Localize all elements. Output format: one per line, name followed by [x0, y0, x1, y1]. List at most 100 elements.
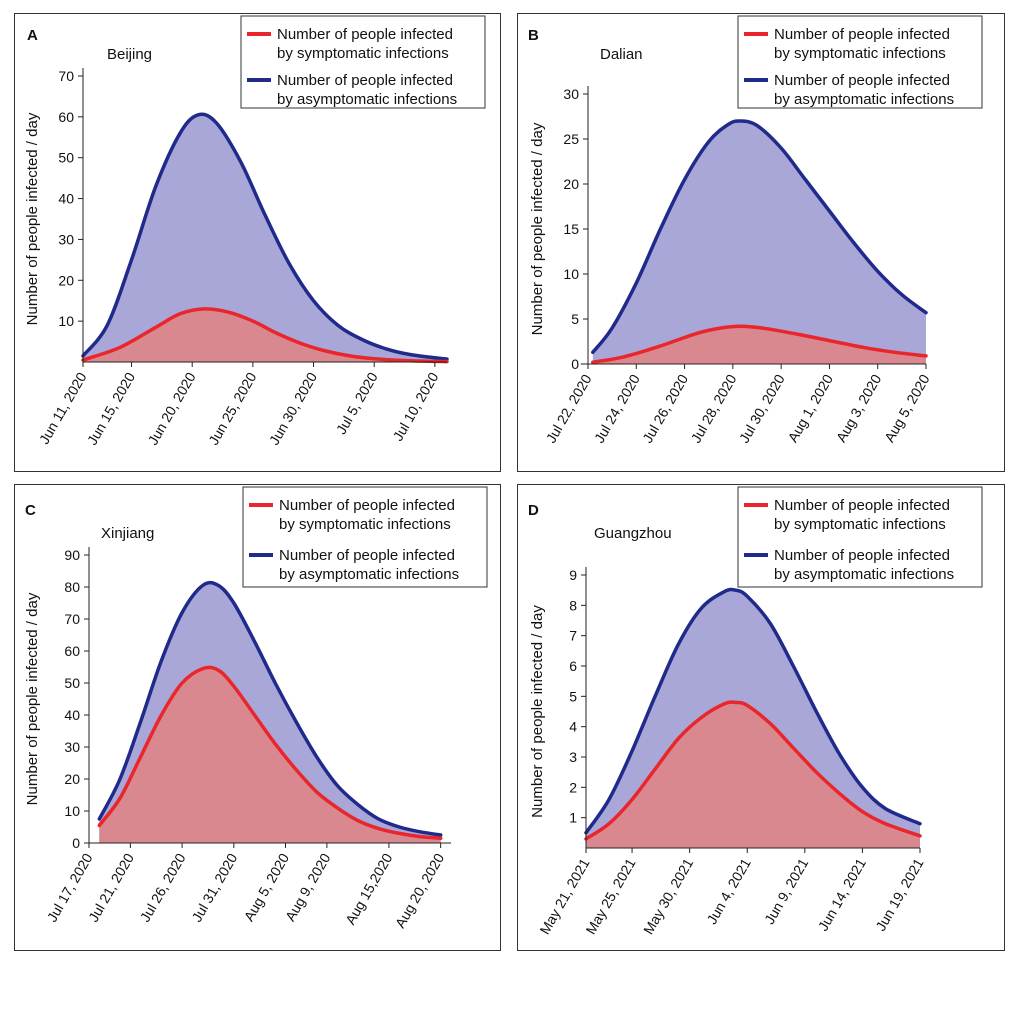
chart-title: Guangzhou — [594, 525, 672, 542]
x-tick-label: Jun 15, 2020 — [84, 369, 138, 447]
y-tick-label: 70 — [64, 611, 80, 627]
x-tick-label: Jul 10, 2020 — [389, 369, 441, 443]
y-tick-label: 5 — [569, 688, 577, 704]
y-tick-label: 40 — [64, 707, 80, 723]
y-tick-label: 20 — [563, 176, 579, 192]
panel-a: A Beijing 10 20 30 40 50 60 70 Jun 11, 2020 Jun 15… — [14, 13, 501, 472]
y-tick-label: 8 — [569, 597, 577, 613]
symptomatic-area — [586, 702, 920, 848]
x-tick-label: Jun 4, 2021 — [703, 855, 754, 927]
legend-label: Number of people infected by asymptomatic… — [774, 547, 954, 583]
x-tick-label: Jun 11, 2020 — [36, 369, 90, 446]
chart-title: Beijing — [107, 46, 152, 63]
chart-title: Dalian — [600, 46, 643, 63]
y-tick-label: 10 — [563, 266, 579, 282]
y-tick-label: 0 — [571, 356, 579, 372]
y-axis-label: Number of people infected / day — [24, 592, 41, 805]
legend-label: Number of people infected by symptomatic … — [277, 26, 453, 62]
y-tick-label: 30 — [58, 231, 74, 247]
symptomatic-area — [83, 308, 447, 362]
y-axis-label: Number of people infected / day — [529, 605, 546, 818]
x-tick-label: Aug 1, 2020 — [784, 371, 836, 445]
asymptomatic-line — [584, 587, 922, 835]
x-tick-label: Jul 26, 2020 — [639, 371, 691, 445]
panel-b: B Dalian 0 5 10 15 20 25 30 Jul 22, 2020 Jul 24, 2… — [517, 13, 1005, 472]
panel-label: C — [25, 502, 36, 519]
panel-label: D — [528, 502, 539, 519]
y-tick-label: 3 — [569, 749, 577, 765]
legend-label: Number of people infected by symptomatic … — [774, 26, 950, 62]
legend-label: Number of people infected by asymptomatic… — [277, 72, 457, 108]
x-tick-label: Jun 25, 2020 — [205, 369, 259, 447]
y-tick-label: 10 — [64, 803, 80, 819]
x-tick-label: Jul 5, 2020 — [333, 369, 381, 437]
panel-label: B — [528, 27, 539, 44]
y-tick-label: 2 — [569, 779, 577, 795]
x-tick-label: Jul 26, 2020 — [137, 850, 189, 924]
symptomatic-area — [99, 667, 441, 843]
legend-label: Number of people infected by symptomatic … — [774, 497, 950, 533]
y-tick-label: 0 — [72, 835, 80, 851]
x-tick-label: Jul 31, 2020 — [188, 850, 240, 924]
x-tick-label: May 25, 2021 — [582, 855, 638, 937]
asymptomatic-line — [81, 112, 449, 361]
y-tick-label: 90 — [64, 547, 80, 563]
symptomatic-line — [591, 324, 928, 364]
legend-label: Number of people infected by asymptomatic… — [279, 547, 459, 583]
x-tick-label: Jul 22, 2020 — [543, 371, 595, 445]
legend-box — [737, 15, 983, 109]
symptomatic-line — [584, 700, 922, 841]
y-tick-label: 50 — [58, 150, 74, 166]
y-tick-label: 60 — [58, 109, 74, 125]
legend: Number of people infected by symptomatic … — [242, 486, 488, 588]
legend: Number of people infected by symptomatic … — [737, 486, 983, 588]
y-tick-label: 80 — [64, 579, 80, 595]
symptomatic-line — [97, 665, 443, 840]
legend-label: Number of people infected by symptomatic … — [279, 497, 455, 533]
y-tick-label: 50 — [64, 675, 80, 691]
x-tick-label: Jun 9, 2021 — [761, 855, 812, 927]
y-tick-label: 25 — [563, 131, 579, 147]
legend-box — [240, 15, 486, 109]
x-tick-label: Aug 3, 2020 — [833, 371, 885, 445]
asymptomatic-area — [592, 120, 926, 365]
x-tick-label: Aug 15,2020 — [342, 850, 396, 927]
y-tick-label: 30 — [64, 739, 80, 755]
y-tick-label: 20 — [64, 771, 80, 787]
symptomatic-area — [592, 326, 926, 364]
y-tick-label: 6 — [569, 658, 577, 674]
y-tick-label: 15 — [563, 221, 579, 237]
x-tick-label: Jun 19, 2021 — [872, 855, 926, 933]
panel-d: D Guangzhou 1 2 3 4 5 6 7 8 9 May 21, 2021 May 25, 2… — [517, 484, 1005, 951]
y-tick-label: 40 — [58, 191, 74, 207]
y-tick-label: 5 — [571, 311, 579, 327]
chart-title: Xinjiang — [101, 525, 154, 542]
y-tick-label: 60 — [64, 643, 80, 659]
y-tick-label: 10 — [58, 313, 74, 329]
legend: Number of people infected by symptomatic … — [737, 15, 983, 109]
symptomatic-line — [81, 307, 449, 364]
y-tick-label: 7 — [569, 628, 577, 644]
x-tick-label: Aug 5, 2020 — [881, 371, 933, 445]
x-tick-label: Jul 30, 2020 — [736, 371, 788, 445]
y-tick-label: 9 — [569, 567, 577, 583]
x-tick-label: Aug 20, 2020 — [392, 850, 448, 930]
legend-box — [242, 486, 488, 588]
legend-box — [737, 486, 983, 588]
y-axis-label: Number of people infected / day — [24, 112, 41, 325]
panel-c: C Xinjiang 0 10 20 30 40 50 60 70 80 90 Jul 17, 2020… — [14, 484, 501, 951]
x-tick-label: Jun 20, 2020 — [144, 369, 198, 447]
y-tick-label: 30 — [563, 86, 579, 102]
y-tick-label: 4 — [569, 719, 577, 735]
x-tick-label: Jun 30, 2020 — [266, 369, 320, 447]
y-tick-label: 20 — [58, 272, 74, 288]
asymptomatic-line — [97, 580, 443, 837]
legend: Number of people infected by symptomatic … — [240, 15, 486, 109]
legend-label: Number of people infected by asymptomatic… — [774, 72, 954, 108]
panel-label: A — [27, 27, 38, 44]
asymptomatic-area — [83, 114, 447, 362]
y-tick-label: 70 — [58, 68, 74, 84]
